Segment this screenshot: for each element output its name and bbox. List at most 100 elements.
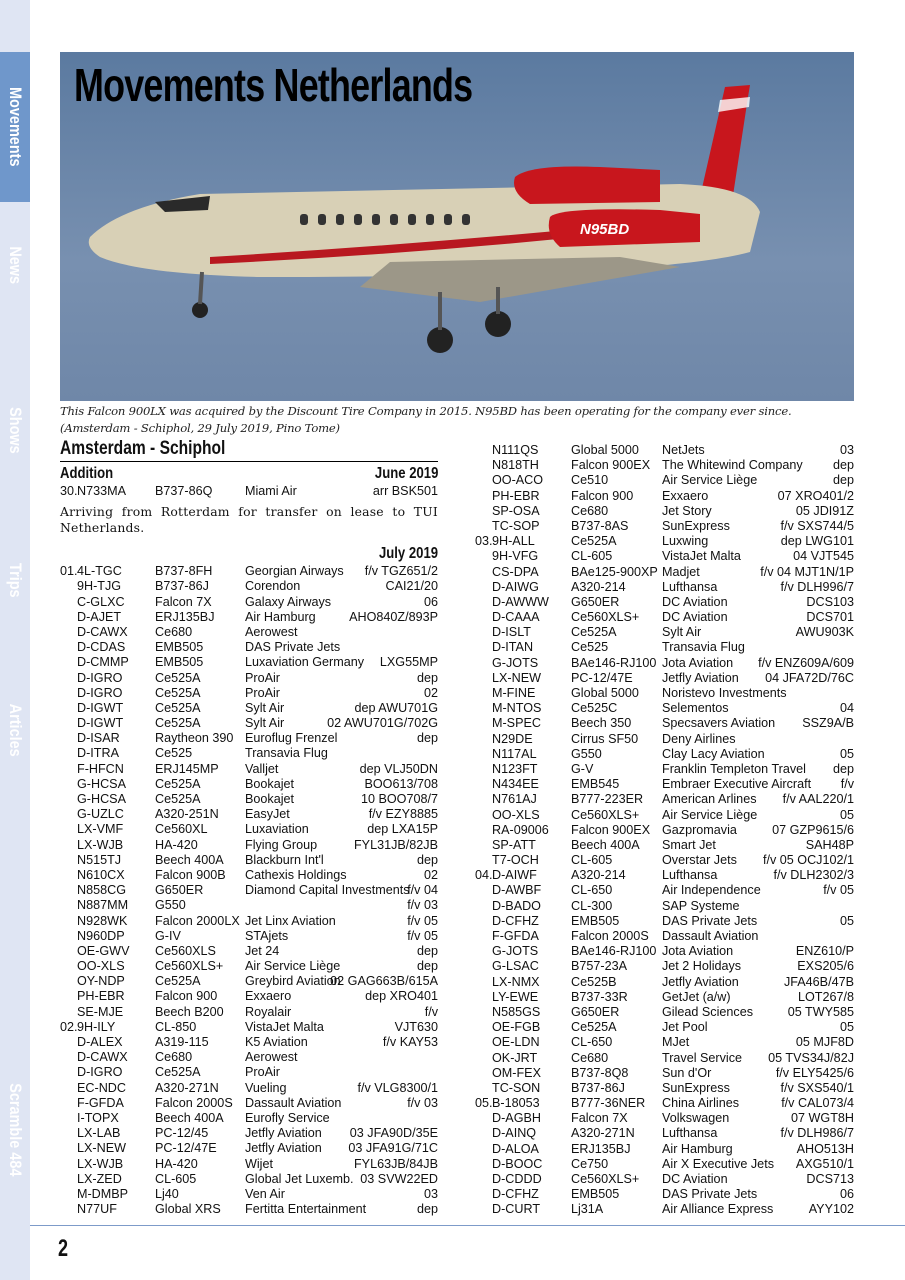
cell-type: Beech 400A	[571, 837, 640, 852]
cell-operator: ProAir	[245, 685, 280, 700]
movement-row: 9H-TJG B737-86J Corendon CAI21/20	[60, 579, 438, 594]
cell-type: EMB545	[571, 777, 620, 792]
cell-type: Ce525A	[155, 700, 201, 715]
cell-remark: 05 TVS34J/82J	[768, 1050, 854, 1065]
movement-row: G-HCSA Ce525A Bookajet 10 BOO708/7	[60, 792, 438, 807]
cell-operator: Jetfly Aviation	[245, 1141, 322, 1156]
cell-registration: TC-SON	[492, 1080, 541, 1095]
cell-registration: N585GS	[492, 1004, 541, 1019]
cell-remark: AXG510/1	[795, 1156, 854, 1171]
movement-row: OE-LDN CL-650 MJet 05 MJF8D	[475, 1035, 854, 1050]
cell-type: Falcon 900EX	[571, 822, 651, 837]
cell-operator: Smart Jet	[662, 837, 716, 852]
cell-day: 04.	[475, 868, 493, 883]
cell-operator: Selementos	[662, 701, 729, 716]
cell-type: Falcon 900B	[155, 867, 226, 882]
july-month: July 2019	[378, 545, 438, 563]
cell-type: Ce560XLS+	[571, 807, 640, 822]
sidebar-tab-articles[interactable]: Articles	[0, 680, 30, 780]
cell-remark: 05	[839, 807, 854, 822]
cell-day: 01.	[60, 564, 78, 579]
cell-operator: Aerowest	[245, 624, 298, 639]
cell-type: BAe146-RJ100	[571, 944, 657, 959]
cell-type: Ce560XLS+	[155, 959, 224, 974]
cell-type: ERJ145MP	[155, 761, 219, 776]
cell-registration: D-IGWT	[77, 700, 124, 715]
cell-remark: 10 BOO708/7	[360, 792, 438, 806]
cell-registration: OY-NDP	[77, 974, 125, 989]
cell-registration: LX-NEW	[492, 670, 541, 685]
cell-type: Raytheon 390	[155, 731, 234, 746]
cell-registration: OK-JRT	[492, 1050, 538, 1065]
cell-remark: dep LWG101	[780, 534, 854, 549]
cell-type: B777-223ER	[571, 792, 644, 807]
cell-remark: f/v ELY5425/6	[775, 1065, 854, 1080]
cell-registration: LX-VMF	[77, 822, 124, 837]
cell-operator: Georgian Airways	[245, 564, 344, 579]
cell-type: B737-8FH	[155, 564, 213, 579]
tab-label: Articles	[6, 703, 25, 757]
cell-operator: Bookajet	[245, 776, 295, 791]
movement-row: N887MM G550 f/v 03	[60, 898, 438, 913]
movement-row: D-ISAR Raytheon 390 Euroflug Frenzel dep	[60, 731, 438, 746]
cell-operator: Luxaviation Germany	[245, 655, 365, 670]
cell-remark: f/v EZY8885	[368, 807, 438, 822]
cell-type: CL-650	[571, 883, 613, 898]
cell-operator: Sylt Air	[662, 625, 702, 640]
cell-registration: D-IGRO	[77, 685, 123, 700]
cell-remark: 07 GZP9615/6	[772, 822, 854, 837]
cell-operator: Lufthansa	[662, 579, 718, 594]
cell-remark: 06	[839, 1187, 854, 1202]
cell-registration: G-HCSA	[77, 776, 126, 791]
cell-type: Ce750	[571, 1156, 609, 1171]
cell-registration: M-NTOS	[492, 701, 542, 716]
cell-registration: N123FT	[492, 761, 538, 776]
cell-remark: SSZ9A/B	[802, 716, 854, 731]
cell-remark: dep	[416, 670, 438, 685]
movement-row: SP-OSA Ce680 Jet Story 05 JDI91Z	[475, 504, 854, 519]
sidebar-tab-news[interactable]: News	[0, 230, 30, 300]
cell-type: Ce525A	[155, 974, 201, 989]
cell-type: G-V	[571, 761, 594, 776]
cell-registration: D-ISAR	[77, 731, 120, 746]
cell-day: 30.	[60, 484, 78, 498]
movement-row: LY-EWE B737-33R GetJet (a/w) LOT267/8	[475, 990, 854, 1005]
cell-remark: JFA46B/47B	[783, 974, 854, 989]
cell-type: G650ER	[571, 1004, 620, 1019]
cell-registration: SP-ATT	[492, 837, 536, 852]
cell-registration: 9H-VFG	[492, 549, 539, 564]
cell-type: Falcon 900EX	[571, 458, 651, 473]
movement-row: OO-XLS Ce560XLS+ Air Service Liège dep	[60, 959, 438, 974]
movement-row: N29DE Cirrus SF50 Deny Airlines	[475, 732, 854, 747]
cell-registration: LX-WJB	[77, 1156, 124, 1171]
cell-type: EMB505	[571, 1187, 620, 1202]
sidebar-tab-movements[interactable]: Movements	[0, 52, 30, 202]
cell-type: BAe125-900XP	[571, 564, 658, 579]
cell-remark: f/v CAL073/4	[781, 1096, 854, 1111]
cell-registration: N610CX	[77, 867, 125, 882]
cell-remark: FYL31JB/82JB	[353, 837, 438, 852]
movement-row: OE-FGB Ce525A Jet Pool 05	[475, 1020, 854, 1035]
sidebar-tab-scramble[interactable]: Scramble 484	[0, 1060, 30, 1200]
cell-operator: Exxaero	[662, 488, 709, 503]
sidebar-tab-trips[interactable]: Trips	[0, 540, 30, 620]
cell-type: Ce560XL	[155, 822, 208, 837]
cell-type: Falcon 900	[571, 488, 634, 503]
cell-type: EMB505	[571, 913, 620, 928]
cell-type: G550	[155, 898, 186, 913]
sidebar-tab-shows[interactable]: Shows	[0, 385, 30, 475]
movement-row: F-HFCN ERJ145MP Valljet dep VLJ50DN	[60, 762, 438, 777]
cell-operator: Eurofly Service	[245, 1110, 330, 1125]
cell-remark: dep AWU701G	[354, 700, 438, 715]
movement-row: D-ALEX A319-115 K5 Aviation f/v KAY53	[60, 1035, 438, 1050]
movement-row: D-CDAS EMB505 DAS Private Jets	[60, 640, 438, 655]
cell-operator: Embraer Executive Aircraft	[662, 777, 812, 792]
cell-operator: EasyJet	[245, 807, 290, 822]
cell-type: Ce525A	[571, 534, 617, 549]
movement-row: N960DP G-IV STAjets f/v 05	[60, 929, 438, 944]
cell-operator: ProAir	[245, 1065, 280, 1080]
cell-registration: N818TH	[492, 458, 539, 473]
cell-operator: NetJets	[662, 443, 705, 457]
cell-type: Ce525A	[571, 625, 617, 640]
cell-operator: Jet Linx Aviation	[245, 913, 336, 928]
